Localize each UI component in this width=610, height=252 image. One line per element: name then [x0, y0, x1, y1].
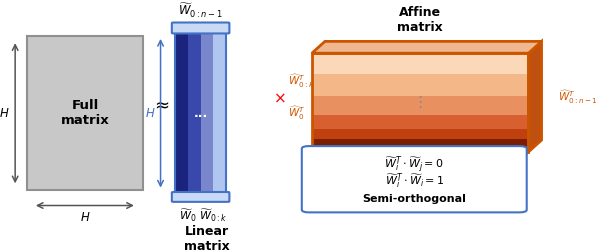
- Polygon shape: [312, 41, 542, 53]
- Polygon shape: [528, 41, 542, 152]
- Text: Affine
matrix: Affine matrix: [397, 6, 443, 34]
- Text: Semi-orthogonal: Semi-orthogonal: [362, 194, 466, 204]
- Text: $\widetilde{W}_0$: $\widetilde{W}_0$: [179, 207, 197, 224]
- FancyBboxPatch shape: [172, 22, 229, 34]
- Text: Full
matrix: Full matrix: [60, 99, 109, 127]
- Bar: [201, 32, 213, 195]
- Text: $\widehat{W}_{0:n-1}^T$: $\widehat{W}_{0:n-1}^T$: [558, 88, 598, 106]
- Bar: [214, 32, 226, 195]
- Bar: [312, 139, 528, 152]
- Bar: [176, 32, 188, 195]
- Bar: [27, 36, 143, 191]
- Bar: [312, 53, 528, 152]
- Bar: [312, 74, 528, 96]
- Bar: [176, 32, 226, 195]
- Text: $H$: $H$: [145, 107, 155, 120]
- Text: $\times$: $\times$: [273, 91, 285, 106]
- Bar: [312, 115, 528, 129]
- FancyBboxPatch shape: [302, 146, 526, 212]
- Text: Linear
matrix: Linear matrix: [184, 225, 229, 252]
- Bar: [312, 96, 528, 115]
- Text: $\widetilde{W}_{0:k}$: $\widetilde{W}_{0:k}$: [199, 207, 228, 224]
- Text: $H$: $H$: [80, 211, 90, 224]
- Text: ...: ...: [193, 107, 208, 120]
- Text: $\widehat{W}_0^T$: $\widehat{W}_0^T$: [288, 104, 306, 122]
- Text: ⋮: ⋮: [412, 95, 428, 110]
- Bar: [312, 129, 528, 139]
- FancyBboxPatch shape: [172, 192, 229, 202]
- Text: $\widehat{W}_{0:k}^T$: $\widehat{W}_{0:k}^T$: [288, 72, 315, 90]
- Bar: [188, 32, 201, 195]
- Text: $\widetilde{W}_{0:n-1}$: $\widetilde{W}_{0:n-1}$: [178, 2, 223, 20]
- Text: $\widetilde{W}_i^T \cdot \widetilde{W}_i = 1$: $\widetilde{W}_i^T \cdot \widetilde{W}_i…: [385, 171, 444, 190]
- Bar: [176, 32, 226, 195]
- Text: $\boldsymbol{H}$: $\boldsymbol{H}$: [414, 172, 426, 185]
- Bar: [312, 53, 528, 74]
- Text: $H$: $H$: [0, 107, 10, 120]
- Text: $\widetilde{W}_i^T \cdot \widetilde{W}_j = 0$: $\widetilde{W}_i^T \cdot \widetilde{W}_j…: [384, 154, 444, 174]
- Text: $\approx$: $\approx$: [151, 96, 170, 114]
